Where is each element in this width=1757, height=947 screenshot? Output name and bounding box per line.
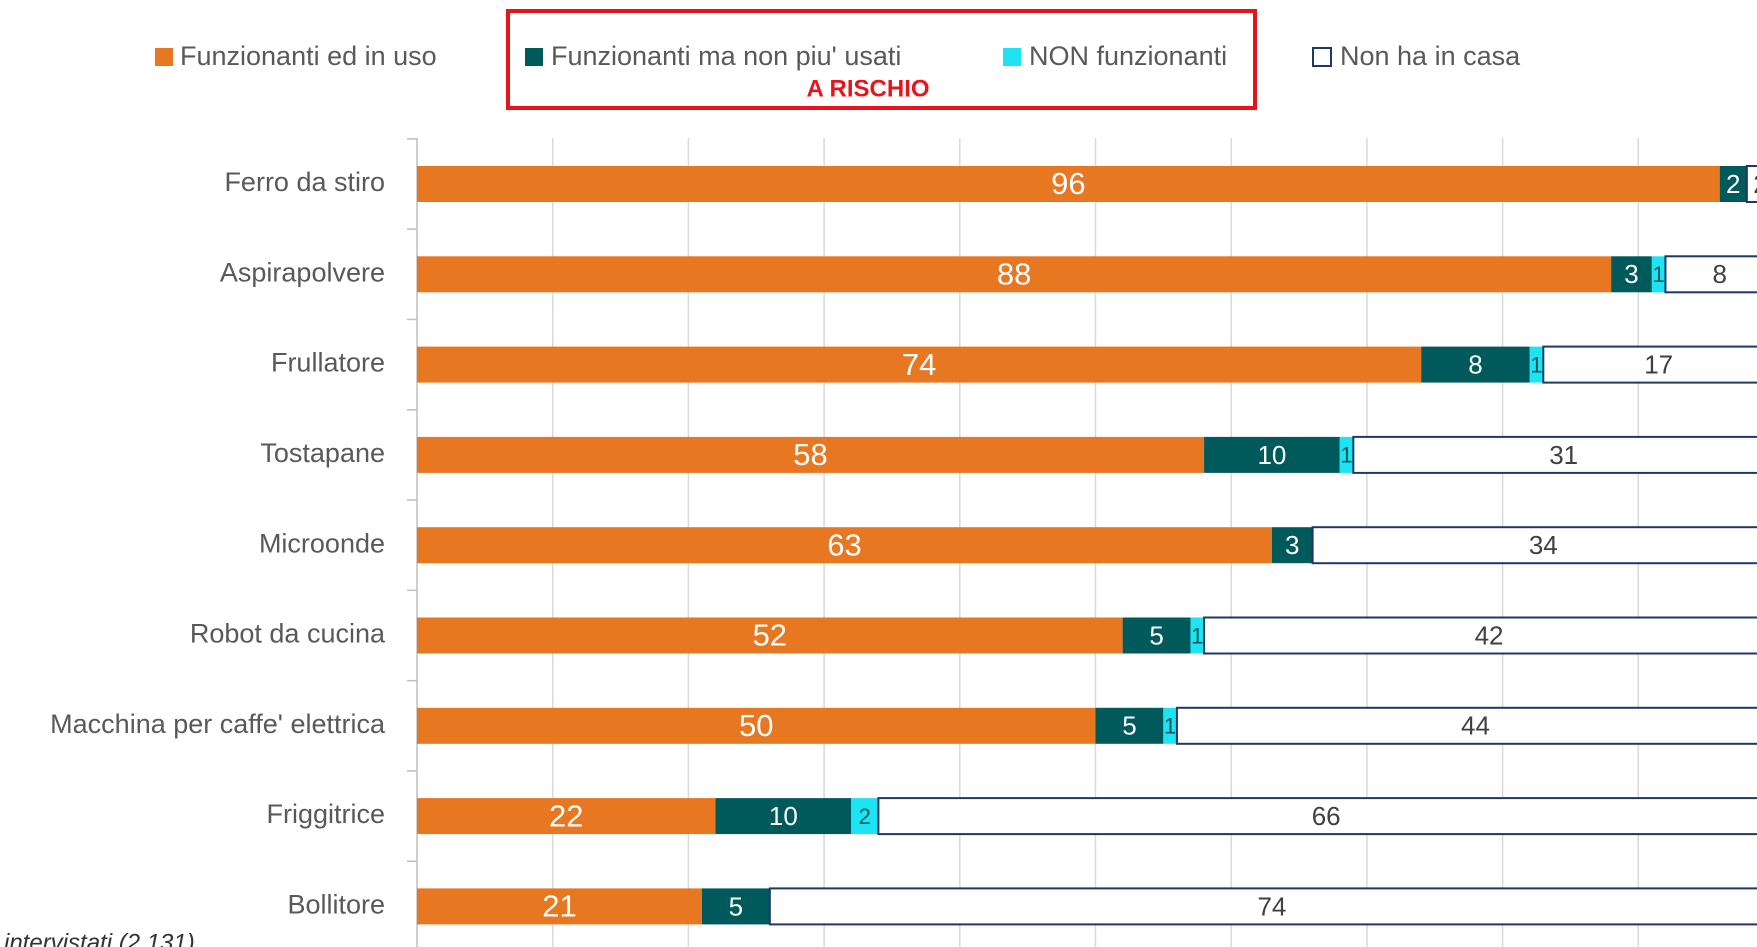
bar-segment xyxy=(417,436,1205,473)
legend-swatch xyxy=(1312,47,1332,67)
data-label: 96 xyxy=(1051,166,1085,201)
data-label: 63 xyxy=(827,527,861,562)
y-tick-label: Frullatore xyxy=(271,348,385,378)
data-label: 1 xyxy=(1164,714,1176,739)
y-tick-label: Microonde xyxy=(259,528,385,558)
data-label: 74 xyxy=(1257,891,1286,921)
bar-segment xyxy=(1651,256,1666,293)
bar-segment xyxy=(1203,616,1757,655)
data-label: 2 xyxy=(859,804,871,829)
data-label: 52 xyxy=(753,618,787,653)
data-label: 42 xyxy=(1475,620,1504,650)
bar-segment xyxy=(877,797,1757,836)
y-tick-label: Macchina per caffe' elettrica xyxy=(50,709,386,739)
y-tick-label: Ferro da stiro xyxy=(224,167,385,197)
data-label: 88 xyxy=(997,256,1031,291)
bar-segment xyxy=(417,617,1123,654)
data-label: 10 xyxy=(769,801,798,831)
bar-segment xyxy=(1175,706,1757,745)
bar-segment xyxy=(1745,165,1757,203)
bar-segment xyxy=(417,888,702,925)
data-label: 3 xyxy=(1624,259,1638,289)
data-label: 8 xyxy=(1468,349,1482,379)
legend-swatch xyxy=(155,48,173,66)
data-label: 1 xyxy=(1340,443,1352,468)
note: intervistati (2.131) xyxy=(4,929,195,947)
bar-segment xyxy=(851,798,879,835)
data-label: 3 xyxy=(1285,530,1299,560)
data-label: 5 xyxy=(1122,711,1136,741)
bar-segment xyxy=(1421,346,1530,383)
data-label: 44 xyxy=(1461,711,1490,741)
data-label: 66 xyxy=(1312,801,1341,831)
data-label: 2 xyxy=(1753,169,1757,199)
y-tick-label: Aspirapolvere xyxy=(220,257,385,287)
bar-segment xyxy=(1719,166,1747,202)
legend-swatch xyxy=(525,48,543,66)
annotation: A RISCHIO xyxy=(806,75,929,102)
legend-swatch xyxy=(1003,48,1021,66)
data-label: 21 xyxy=(542,889,576,924)
y-tick-label: Robot da cucina xyxy=(190,619,386,649)
bar-segment xyxy=(1271,527,1313,564)
data-label: 50 xyxy=(739,708,773,743)
legend-label: Non ha in casa xyxy=(1340,41,1521,71)
bar-segment xyxy=(1529,346,1544,383)
bar-segment xyxy=(417,166,1720,202)
data-label: 1 xyxy=(1191,623,1203,648)
bar-segment xyxy=(417,256,1612,293)
legend-label: Funzionanti ma non piu' usati xyxy=(551,41,901,71)
bar-segment xyxy=(1339,436,1354,473)
bar-segment xyxy=(417,527,1272,564)
data-label: 74 xyxy=(902,347,936,382)
data-label: 10 xyxy=(1257,440,1286,470)
bar-segment xyxy=(701,888,770,925)
bar-segment xyxy=(1352,435,1757,474)
bar-segment xyxy=(417,707,1096,744)
bar-segment xyxy=(417,346,1422,383)
bar-segment xyxy=(1190,617,1205,654)
data-label: 2 xyxy=(1726,169,1740,199)
y-tick-label: Friggitrice xyxy=(266,799,385,829)
data-label: 5 xyxy=(1149,620,1163,650)
data-label: 17 xyxy=(1644,349,1673,379)
bar-segment xyxy=(1163,707,1177,744)
y-tick-label: Bollitore xyxy=(287,890,385,920)
bar-segment xyxy=(1204,436,1340,473)
bar-segment xyxy=(1311,526,1757,565)
data-label: 1 xyxy=(1530,352,1542,377)
bar-segment xyxy=(417,798,716,835)
bar-segment xyxy=(1542,345,1757,384)
data-label: 58 xyxy=(793,437,827,472)
data-label: 22 xyxy=(549,798,583,833)
legend-label: NON funzionanti xyxy=(1029,41,1227,71)
data-label: 8 xyxy=(1712,259,1726,289)
data-label: 1 xyxy=(1653,262,1665,287)
legend-label: Funzionanti ed in uso xyxy=(180,41,437,71)
bar-segment xyxy=(715,798,852,835)
y-tick-label: Tostapane xyxy=(260,438,385,468)
bar-segment xyxy=(1122,617,1191,654)
data-label: 5 xyxy=(729,891,743,921)
bar-segment xyxy=(1664,255,1757,294)
bar-segment xyxy=(1095,707,1164,744)
data-label: 31 xyxy=(1549,440,1578,470)
risk-box xyxy=(506,9,1257,110)
bar-segment xyxy=(1611,256,1652,293)
data-label: 34 xyxy=(1529,530,1558,560)
bar-segment xyxy=(768,887,1757,926)
